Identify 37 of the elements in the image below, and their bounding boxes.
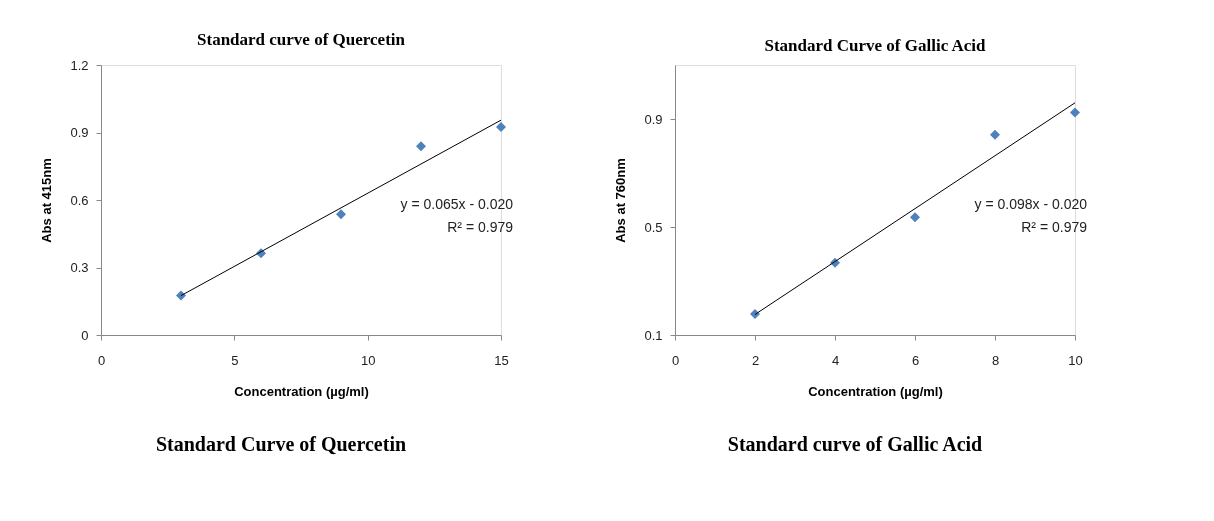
y-axis-title: Abs at 415nm xyxy=(39,158,55,243)
x-tick-label: 8 xyxy=(991,352,1000,368)
x-axis-title: Concentration (µg/ml) xyxy=(808,383,943,399)
x-tick-label: 6 xyxy=(911,352,920,368)
chart-title: Standard Curve of Gallic Acid xyxy=(764,36,987,55)
point xyxy=(416,141,426,152)
y-tick-label: 0 xyxy=(81,327,89,343)
point xyxy=(910,212,920,223)
chart-title: Standard curve of Quercetin xyxy=(197,30,406,49)
text: Standard Curve of Quercetin xyxy=(155,433,407,455)
text: Standard curve of Gallic Acid xyxy=(727,433,983,455)
point xyxy=(336,209,346,220)
y-tick-label: 0.9 xyxy=(70,125,89,140)
point xyxy=(176,290,186,301)
x-tick-label: 15 xyxy=(494,352,509,368)
annotation: R² = 0.979 xyxy=(1021,219,1088,236)
y-tick-label: 0.6 xyxy=(70,192,89,208)
annotation: R² = 0.979 xyxy=(447,219,514,236)
annotation: y = 0.065x - 0.020 xyxy=(400,196,514,213)
y-tick-label: 1.2 xyxy=(70,57,89,73)
y-tick-label: 0.3 xyxy=(70,260,89,275)
annotation: y = 0.098x - 0.020 xyxy=(974,196,1088,213)
x-tick-label: 0 xyxy=(97,352,106,368)
x-tick-label: 4 xyxy=(831,352,840,368)
x-tick-label: 2 xyxy=(751,352,760,368)
point xyxy=(496,122,506,133)
x-tick-label: 10 xyxy=(1068,352,1083,368)
y-tick-label: 0.9 xyxy=(644,111,663,127)
x-axis-title: Concentration (µg/ml) xyxy=(234,383,369,399)
y-tick-label: 0.5 xyxy=(644,219,663,235)
point xyxy=(1070,107,1080,118)
x-tick-label: 0 xyxy=(671,352,680,368)
y-axis-title: Abs at 760nm xyxy=(613,158,629,243)
x-tick-label: 5 xyxy=(231,352,239,368)
y-tick-label: 0.1 xyxy=(644,327,663,343)
x-tick-label: 10 xyxy=(360,352,376,368)
point xyxy=(990,129,1000,140)
